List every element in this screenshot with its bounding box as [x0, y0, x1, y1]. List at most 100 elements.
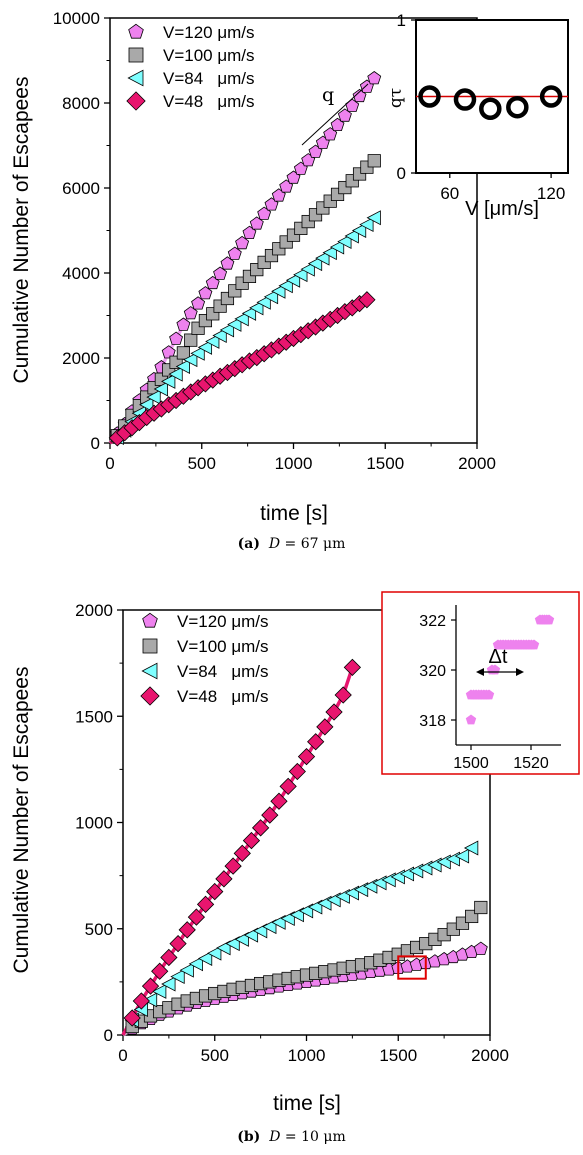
y-tick-label: 4000 [62, 264, 100, 283]
caption-b-variable: D [269, 1129, 281, 1145]
inset-b-y-tick-label: 322 [419, 613, 446, 630]
panel-b-zoom-highlight-box [397, 955, 427, 980]
data-point-series-2 [263, 289, 279, 305]
data-point-series-2 [146, 389, 161, 405]
panel-a-legend: V=120 μm/s V=100 μm/s V=84 μm/s V=48 μm/s [126, 23, 255, 111]
x-tick-label: 0 [105, 454, 114, 473]
legend-label-0: V=120 μm/s [163, 23, 255, 42]
data-point-series-2 [307, 256, 323, 272]
data-point-series-2 [219, 322, 235, 338]
inset-b-y-tick-label: 320 [419, 663, 446, 680]
x-tick-label: 2000 [458, 454, 496, 473]
data-point-series-2 [207, 945, 222, 961]
data-point-series-2 [351, 223, 367, 238]
data-point-series-2 [262, 919, 277, 935]
panel-a-inset-x-axis-label: V [μm/s] [465, 198, 539, 220]
x-tick-label: 0 [118, 1046, 127, 1065]
panel-b-axis-ticks: 0 500 1000 1500 2000 0 500 1000 1500 2000 [75, 601, 509, 1065]
y-tick-label: 2000 [75, 601, 113, 620]
inset-x-tick-label: 120 [537, 184, 565, 203]
data-point-series-2 [227, 316, 242, 332]
legend-marker-0 [142, 612, 158, 628]
legend-marker-1 [128, 47, 144, 63]
data-point-series-2 [190, 345, 205, 361]
x-tick-label: 1000 [275, 454, 313, 473]
legend-label-3: V=48 μm/s [163, 92, 255, 111]
data-point-series-2 [139, 397, 154, 413]
panel-b-y-axis-label: Cumulative Number of Escapees [10, 667, 33, 974]
inset-data-point [453, 88, 477, 111]
data-point-series-3 [141, 977, 160, 995]
data-point-series-3 [288, 762, 306, 781]
inset-y-tick-label: 1 [397, 11, 406, 30]
panel-a-y-axis-label: Cumulative Number of Escapees [10, 77, 33, 384]
data-point-series-1 [367, 154, 381, 168]
inset-b-data-point [483, 689, 495, 700]
panel-a-axis-ticks: 0 500 1000 1500 2000 0 2000 4000 6000 8000 10000 [53, 9, 496, 473]
data-point-series-3 [206, 882, 224, 901]
data-point-series-2 [175, 359, 191, 374]
data-point-series-2 [249, 300, 264, 316]
inset-data-point [418, 85, 441, 108]
data-point-series-3 [169, 934, 187, 953]
data-point-series-2 [329, 239, 345, 255]
data-point-series-3 [316, 718, 334, 736]
legend-marker-3 [126, 91, 146, 111]
caption-b-value: = 10 μm [280, 1129, 346, 1145]
panel-a-inset-y-axis-label: qτ [386, 88, 406, 108]
data-point-series-2 [183, 352, 198, 368]
data-point-series-2 [454, 848, 470, 864]
panel-b-inset-content: 318 320 322 1500 1520 [419, 605, 561, 772]
data-point-series-3 [132, 992, 150, 1010]
data-point-series-0 [227, 246, 242, 260]
legend-marker-2 [141, 662, 158, 680]
data-point-series-0 [176, 317, 191, 331]
data-point-series-3 [307, 733, 325, 751]
panel-a-inset: 0 1 60 120 qτ V [μm/s] [386, 11, 569, 220]
panel-b-legend: V=120 μm/s V=100 μm/s V=84 μm/s V=48 μm/s [140, 612, 269, 706]
data-point-series-2 [212, 327, 227, 343]
inset-b-data-point [543, 614, 555, 625]
data-point-series-0 [161, 345, 176, 359]
data-point-series-3 [215, 870, 233, 888]
inset-b-data-point [465, 714, 477, 725]
inset-y-tick-label: 0 [397, 164, 406, 183]
data-point-series-0 [367, 71, 382, 85]
data-point-series-2 [161, 976, 176, 992]
data-point-series-2 [271, 283, 286, 299]
data-point-series-2 [205, 333, 220, 349]
data-point-series-3 [334, 686, 352, 704]
data-point-series-2 [241, 305, 257, 321]
panel-a-data-markers [108, 71, 382, 447]
data-point-series-3 [325, 703, 343, 721]
inset-data-point [539, 85, 563, 108]
y-tick-label: 0 [104, 1026, 113, 1045]
data-point-series-2 [188, 956, 204, 972]
data-point-series-0 [198, 286, 213, 300]
data-point-series-2 [153, 381, 168, 397]
data-point-series-2 [168, 366, 183, 382]
data-point-series-2 [243, 927, 259, 943]
x-tick-label: 1000 [288, 1046, 326, 1065]
data-point-series-0 [473, 941, 488, 955]
y-tick-label: 0 [91, 434, 100, 453]
legend-label-0: V=120 μm/s [177, 612, 269, 631]
data-point-series-3 [151, 962, 169, 980]
data-point-series-3 [224, 857, 242, 875]
panel-b: 0 500 1000 1500 2000 0 500 1000 1500 2000 Cumulat… [10, 591, 580, 1115]
data-point-series-0 [337, 108, 352, 122]
data-point-series-1 [474, 900, 488, 915]
data-point-series-3 [343, 658, 362, 677]
data-point-series-3 [270, 792, 288, 810]
data-point-series-0 [220, 256, 235, 270]
data-point-series-3 [187, 908, 206, 926]
data-point-series-2 [170, 969, 185, 985]
data-point-series-3 [196, 895, 215, 913]
data-point-series-2 [337, 234, 352, 250]
y-tick-label: 500 [85, 920, 113, 939]
data-point-series-2 [322, 245, 337, 261]
data-point-series-2 [463, 840, 479, 856]
legend-label-2: V=84 μm/s [177, 662, 269, 681]
data-point-series-2 [161, 373, 176, 389]
